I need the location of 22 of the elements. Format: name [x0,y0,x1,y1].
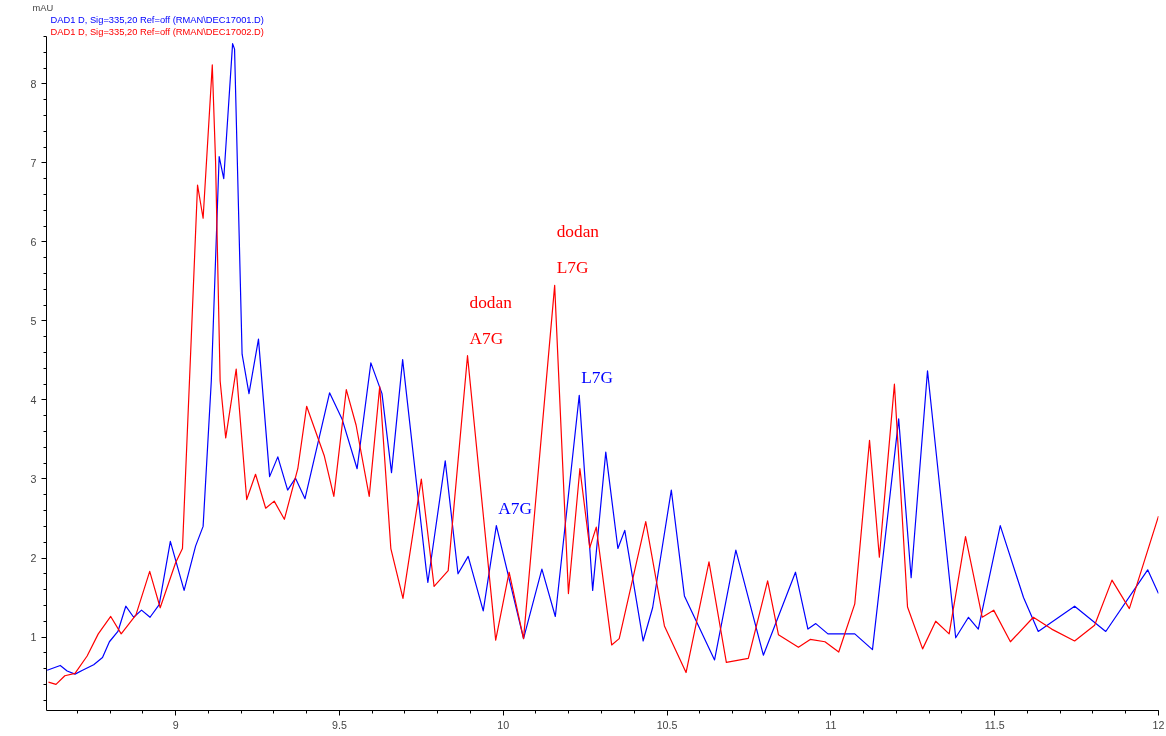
y-tick-label: 5 [30,314,37,327]
x-tick-label: 11 [825,718,837,731]
y-tick-label: 1 [30,631,37,644]
x-tick-label: 10 [497,718,510,731]
y-tick-label: 6 [30,235,37,248]
y-tick-label: 2 [30,552,37,564]
x-tick-label: 11.5 [984,718,1005,731]
annotation: A7G [498,498,533,518]
x-tick-label: 10.5 [656,718,678,731]
x-tick-label: 9.5 [332,718,347,731]
text: DAD1 D, Sig=335,20 Ref=off (RMAN\DEC17001.D) [50,14,264,25]
y-tick-label: 8 [30,77,37,90]
y-tick-label: 7 [30,156,37,169]
text: DAD1 D, Sig=335,20 Ref=off (RMAN\DEC17002.D) [50,26,264,37]
y-axis-title: mAU [32,2,54,13]
y-tick-label: 3 [30,472,37,485]
annotation: dodan A7G [469,292,513,348]
x-tick-label: 12 [1152,718,1165,731]
annotation: dodan L7G [556,222,600,278]
annotation: L7G [581,368,613,388]
x-tick-label: 9 [172,718,179,731]
y-tick-label: 4 [30,393,37,406]
